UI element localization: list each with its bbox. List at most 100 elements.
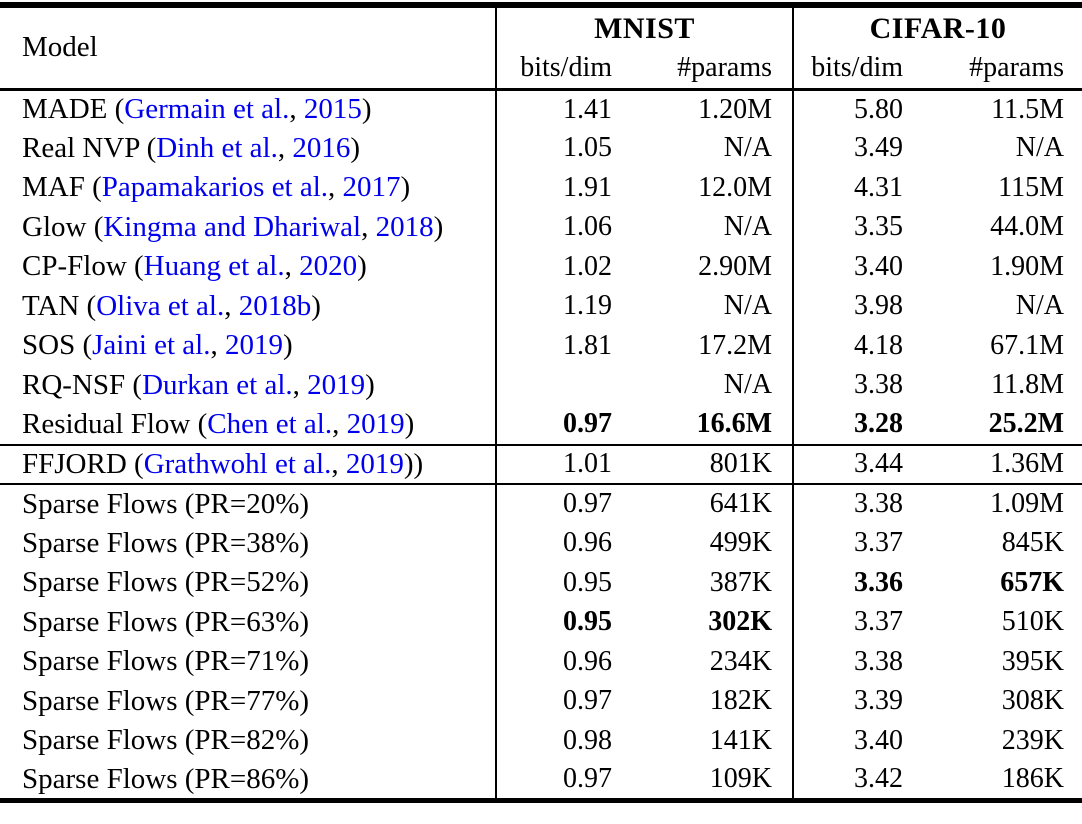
citation-link[interactable]: 2019 (307, 368, 366, 401)
col-header-cifar10-params: #params (969, 52, 1065, 84)
model-cell: TAN (Oliva et al., 2018b) (0, 287, 496, 327)
value-cell: 3.37 (792, 602, 914, 642)
value-cell: 0.97 (495, 405, 622, 445)
value-cell: 0.97 (495, 760, 622, 800)
model-name-text: ) (357, 250, 367, 283)
value-cell: 12.0M (698, 171, 773, 203)
value-cell: 387K (709, 566, 773, 598)
model-name-text: Residual Flow ( (22, 407, 208, 440)
table-row: Sparse Flows (PR=20%) 0.97 641K 3.38 1.09M (0, 483, 1082, 524)
citation-link[interactable]: 2016 (292, 131, 351, 164)
model-cell: CP-Flow (Huang et al., 2020) (0, 247, 496, 287)
model-cell: SOS (Jaini et al., 2019) (0, 326, 496, 366)
model-name-text: , (224, 289, 239, 322)
model-name-text: Glow ( (22, 210, 104, 243)
table-row: Residual Flow (Chen et al., 2019) 0.97 16.… (0, 405, 1082, 445)
model-name-text: Sparse Flows (PR=63%) (22, 605, 310, 638)
value-cell: 657K (1000, 566, 1065, 598)
value-cell: 3.38 (792, 365, 914, 405)
model-name-text: ) (350, 131, 361, 164)
value-cell: 44.0M (990, 211, 1065, 243)
model-name-text: , (284, 250, 300, 283)
value-cell: 1.19 (495, 286, 622, 326)
value-cell: N/A (723, 211, 773, 243)
citation-link[interactable]: 2015 (303, 93, 362, 125)
model-cell: Sparse Flows (PR=20%) (0, 483, 496, 524)
value-cell: 234K (709, 645, 773, 677)
table-row: Sparse Flows (PR=71%) 0.96 234K 3.38 395K (0, 642, 1082, 682)
value-cell: 0.95 (495, 563, 622, 603)
value-cell: 0.95 (495, 602, 622, 642)
value-cell: 3.38 (792, 483, 914, 524)
table-row: FFJORD (Grathwohl et al., 2019)) 1.01 801K… (0, 443, 1082, 484)
table-body: MADE (Germain et al., 2015) 1.41 1.20M 5.80… (0, 89, 1082, 800)
citation-link[interactable]: Oliva et al. (96, 289, 225, 322)
value-cell: 3.44 (792, 443, 914, 484)
model-cell: Sparse Flows (PR=52%) (0, 563, 496, 603)
model-name-text: Sparse Flows (PR=38%) (22, 526, 310, 559)
value-cell: 0.98 (495, 721, 622, 761)
model-name-text: , (292, 368, 308, 401)
value-cell: 1.06 (495, 207, 622, 247)
value-cell: 1.02 (495, 247, 622, 287)
value-cell: 3.38 (792, 642, 914, 682)
citation-link[interactable]: Grathwohl et al. (143, 447, 332, 480)
model-cell: Sparse Flows (PR=82%) (0, 721, 496, 761)
value-cell: 1.05 (495, 128, 622, 168)
citation-link[interactable]: Jaini et al. (92, 329, 211, 362)
header-group-row: Model MNIST CIFAR-10 (0, 5, 1082, 63)
citation-link[interactable]: Kingma and Dhariwal (103, 210, 362, 243)
citation-link[interactable]: 2020 (299, 250, 358, 283)
value-cell: 3.42 (792, 760, 914, 800)
value-cell: 11.5M (991, 93, 1065, 125)
value-cell: 302K (708, 606, 773, 638)
model-name-text: )) (403, 447, 424, 480)
citation-link[interactable]: 2019 (345, 447, 404, 480)
model-cell: MAF (Papamakarios et al., 2017) (0, 168, 496, 208)
citation-link[interactable]: 2018 (375, 210, 434, 243)
results-table: Model MNIST CIFAR-10 bits/dim #params bi… (0, 2, 1082, 803)
citation-link[interactable]: Dinh et al. (156, 131, 278, 164)
value-cell: 801K (622, 443, 794, 484)
value-cell: 395K (1001, 645, 1065, 677)
value-cell: 1.81 (495, 326, 622, 366)
model-name-text: , (210, 329, 225, 362)
value-cell: 3.36 (792, 563, 914, 603)
value-cell: N/A (723, 132, 773, 164)
model-name-text: ) (433, 210, 444, 243)
value-cell: 67.1M (990, 329, 1065, 361)
model-cell: Sparse Flows (PR=77%) (0, 682, 496, 722)
citation-link[interactable]: Germain et al. (124, 93, 290, 125)
value-cell: 25.2M (988, 408, 1065, 440)
model-name-text: Sparse Flows (PR=77%) (22, 684, 310, 717)
citation-link[interactable]: Chen et al. (207, 407, 333, 440)
model-name-text: , (277, 131, 293, 164)
model-name-text: , (328, 171, 343, 204)
citation-link[interactable]: 2018b (238, 289, 312, 322)
value-cell: 115M (998, 171, 1065, 203)
table-row: SOS (Jaini et al., 2019) 1.81 17.2M 4.18 67.… (0, 326, 1082, 366)
value-cell: 0.96 (495, 523, 622, 563)
value-cell: N/A (1015, 132, 1065, 164)
value-cell: 641K (622, 483, 794, 524)
citation-link[interactable]: 2019 (346, 407, 405, 440)
citation-link[interactable]: Huang et al. (143, 250, 285, 283)
citation-link[interactable]: Papamakarios et al. (101, 171, 329, 204)
model-name-text: MAF ( (22, 171, 102, 204)
value-cell: 1.91 (495, 168, 622, 208)
model-cell: MADE (Germain et al., 2015) (0, 89, 496, 129)
model-name-text: MADE ( (22, 93, 125, 125)
model-name-text: , (332, 407, 347, 440)
model-name-text: Sparse Flows (PR=86%) (22, 762, 310, 795)
value-cell: 499K (709, 527, 773, 559)
value-cell: 239K (1001, 724, 1065, 756)
value-cell: 3.40 (792, 247, 914, 287)
value-cell: N/A (723, 290, 773, 322)
value-cell: 3.35 (792, 207, 914, 247)
citation-link[interactable]: 2017 (342, 171, 401, 204)
citation-link[interactable]: Durkan et al. (142, 368, 293, 401)
citation-link[interactable]: 2019 (225, 329, 283, 362)
model-name-text: , (361, 210, 376, 243)
value-cell: 0.96 (495, 642, 622, 682)
